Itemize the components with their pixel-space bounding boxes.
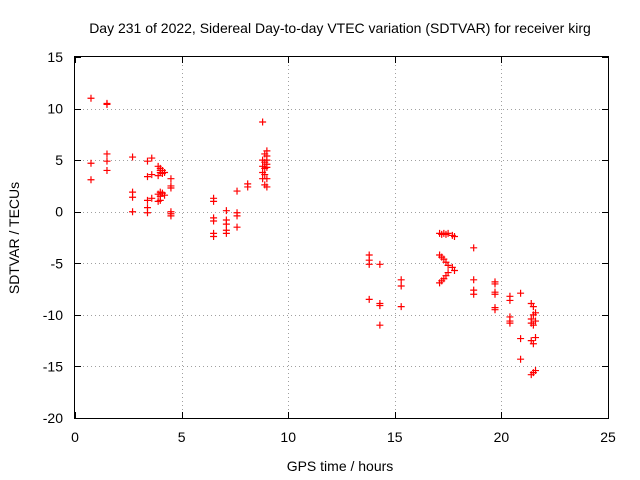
data-point	[244, 183, 252, 191]
x-tick-label: 25	[600, 429, 616, 445]
data-point	[210, 197, 218, 205]
y-tick-label: -15	[43, 358, 63, 374]
data-point	[222, 229, 230, 237]
data-point	[444, 261, 452, 269]
y-axis-label: SDTVAR / TECUs	[6, 182, 22, 294]
axis-ticks	[75, 57, 609, 419]
data-point	[87, 159, 95, 167]
data-point	[491, 290, 499, 298]
data-point	[397, 282, 405, 290]
data-point	[470, 290, 478, 298]
data-point	[365, 260, 373, 268]
data-point	[222, 220, 230, 228]
data-point	[129, 208, 137, 216]
data-point	[491, 280, 499, 288]
data-point	[263, 163, 271, 171]
y-tick-label: 10	[47, 101, 63, 117]
data-point	[450, 267, 458, 275]
data-point	[376, 260, 384, 268]
data-point	[532, 334, 540, 342]
data-points	[87, 94, 540, 379]
x-tick-labels: 0 5 10 15 20 25	[71, 429, 616, 445]
data-point	[233, 187, 241, 195]
data-point	[129, 193, 137, 201]
data-point	[167, 175, 175, 183]
data-point	[263, 175, 271, 183]
data-point	[143, 209, 151, 217]
data-point	[161, 169, 169, 177]
data-point	[532, 309, 540, 317]
data-point	[263, 183, 271, 191]
data-point	[143, 196, 151, 204]
data-point	[87, 94, 95, 102]
data-point	[397, 276, 405, 284]
data-point	[156, 196, 164, 204]
data-point	[506, 319, 514, 327]
data-point	[210, 232, 218, 240]
data-point	[517, 289, 525, 297]
data-point	[376, 321, 384, 329]
data-point	[517, 335, 525, 343]
data-point	[148, 154, 156, 162]
data-point	[87, 176, 95, 184]
data-point	[103, 166, 111, 174]
data-point	[103, 150, 111, 158]
y-tick-label: 5	[55, 152, 63, 168]
x-tick-label: 5	[178, 429, 186, 445]
data-point	[506, 296, 514, 304]
data-point	[167, 212, 175, 220]
data-point	[103, 100, 111, 108]
data-point	[470, 244, 478, 252]
data-point	[532, 367, 540, 375]
data-point	[143, 157, 151, 165]
x-tick-label: 0	[71, 429, 79, 445]
data-point	[259, 118, 267, 126]
data-point	[148, 194, 156, 202]
data-point	[167, 184, 175, 192]
x-axis-label: GPS time / hours	[287, 458, 394, 474]
plot-frame	[74, 56, 609, 419]
data-point	[529, 303, 537, 311]
data-point	[129, 153, 137, 161]
data-point	[529, 340, 537, 348]
data-point	[103, 157, 111, 165]
y-tick-label: -5	[51, 255, 64, 271]
grid-lines	[75, 57, 608, 418]
data-point	[233, 212, 241, 220]
data-point	[397, 303, 405, 311]
data-point	[491, 306, 499, 314]
x-tick-label: 10	[280, 429, 296, 445]
data-point	[148, 171, 156, 179]
y-tick-label: -10	[43, 307, 63, 323]
data-point	[444, 229, 452, 237]
data-point	[222, 207, 230, 215]
data-point	[143, 173, 151, 181]
x-tick-label: 15	[387, 429, 403, 445]
chart-title: Day 231 of 2022, Sidereal Day-to-day VTE…	[89, 20, 591, 36]
y-tick-label: -20	[43, 410, 63, 426]
data-point	[470, 276, 478, 284]
data-point	[532, 317, 540, 325]
data-point	[517, 355, 525, 363]
data-point	[261, 171, 269, 179]
data-point	[529, 321, 537, 329]
y-tick-label: 0	[55, 204, 63, 220]
data-point	[365, 295, 373, 303]
data-point	[450, 232, 458, 240]
y-tick-labels: -20 -15 -10 -5 0 5 10 15	[43, 49, 63, 426]
data-point	[376, 302, 384, 310]
data-point	[161, 191, 169, 199]
x-tick-label: 20	[494, 429, 510, 445]
data-point	[210, 217, 218, 225]
data-point	[233, 223, 241, 231]
y-tick-label: 15	[47, 49, 63, 65]
data-point	[444, 269, 452, 277]
